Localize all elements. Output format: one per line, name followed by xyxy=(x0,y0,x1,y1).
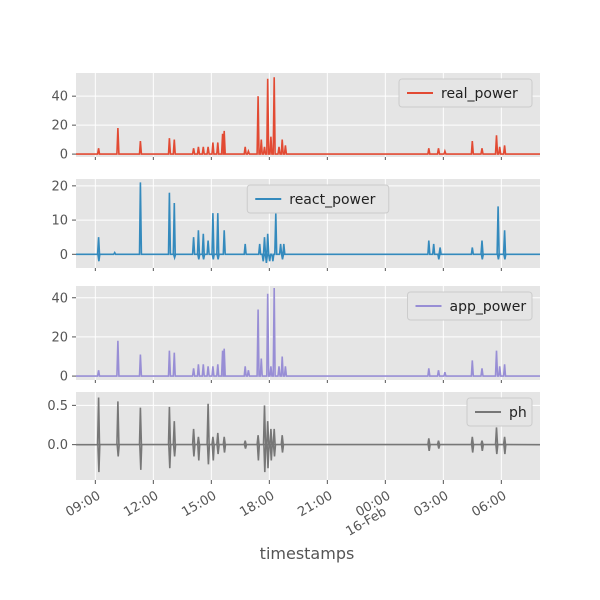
legend: app_power xyxy=(407,291,533,321)
series-line-ph xyxy=(75,397,541,473)
panel-1: 0 20 40 real_power xyxy=(51,73,541,163)
legend-box xyxy=(246,184,390,214)
legend: real_power xyxy=(398,78,533,108)
panel-3: 0 20 40 app_power xyxy=(51,286,541,385)
y-tick-label: 20 xyxy=(51,119,68,134)
series-line-app_power xyxy=(75,287,541,377)
y-tick-label: 0.5 xyxy=(47,399,68,414)
y-tick-label: 10 xyxy=(51,214,68,229)
legend-box xyxy=(398,78,533,108)
panel-2: 0 10 20 react_power xyxy=(51,179,541,268)
series-line-react_power xyxy=(75,182,541,263)
legend-label-ph: ph xyxy=(509,405,527,421)
x-tick-label: 21:00 xyxy=(295,488,335,520)
y-tick-label: 0 xyxy=(60,370,68,385)
legend-label-real_power: real_power xyxy=(441,86,518,102)
y-tick-label: 40 xyxy=(51,90,68,105)
x-tick-label: 15:00 xyxy=(179,488,219,520)
y-tick-label: 0 xyxy=(60,148,68,163)
legend: ph xyxy=(466,397,533,427)
y-tick-label: 40 xyxy=(51,291,68,306)
panel-4: 0.0 0.5 ph xyxy=(47,392,541,480)
x-axis-label: timestamps xyxy=(260,544,355,563)
legend: react_power xyxy=(246,184,390,214)
series-line-real_power xyxy=(75,77,541,155)
x-tick-label: 06:00 xyxy=(469,488,509,520)
x-tick-label: 09:00 xyxy=(63,488,103,520)
y-tick-label: 0.0 xyxy=(47,438,68,453)
legend-label-react_power: react_power xyxy=(289,192,375,208)
x-tick-label: 18:00 xyxy=(237,488,277,520)
legend-label-app_power: app_power xyxy=(450,299,527,315)
legend-box xyxy=(407,291,533,321)
y-tick-label: 20 xyxy=(51,330,68,345)
x-tick-label: 03:00 xyxy=(411,488,451,520)
y-tick-label: 0 xyxy=(60,248,68,263)
panels-group: 0 20 40 real_power 0 10 20 react_power 0 20 40 app_… xyxy=(47,73,541,480)
x-tick-label: 12:00 xyxy=(121,488,161,520)
y-tick-label: 20 xyxy=(51,179,68,194)
